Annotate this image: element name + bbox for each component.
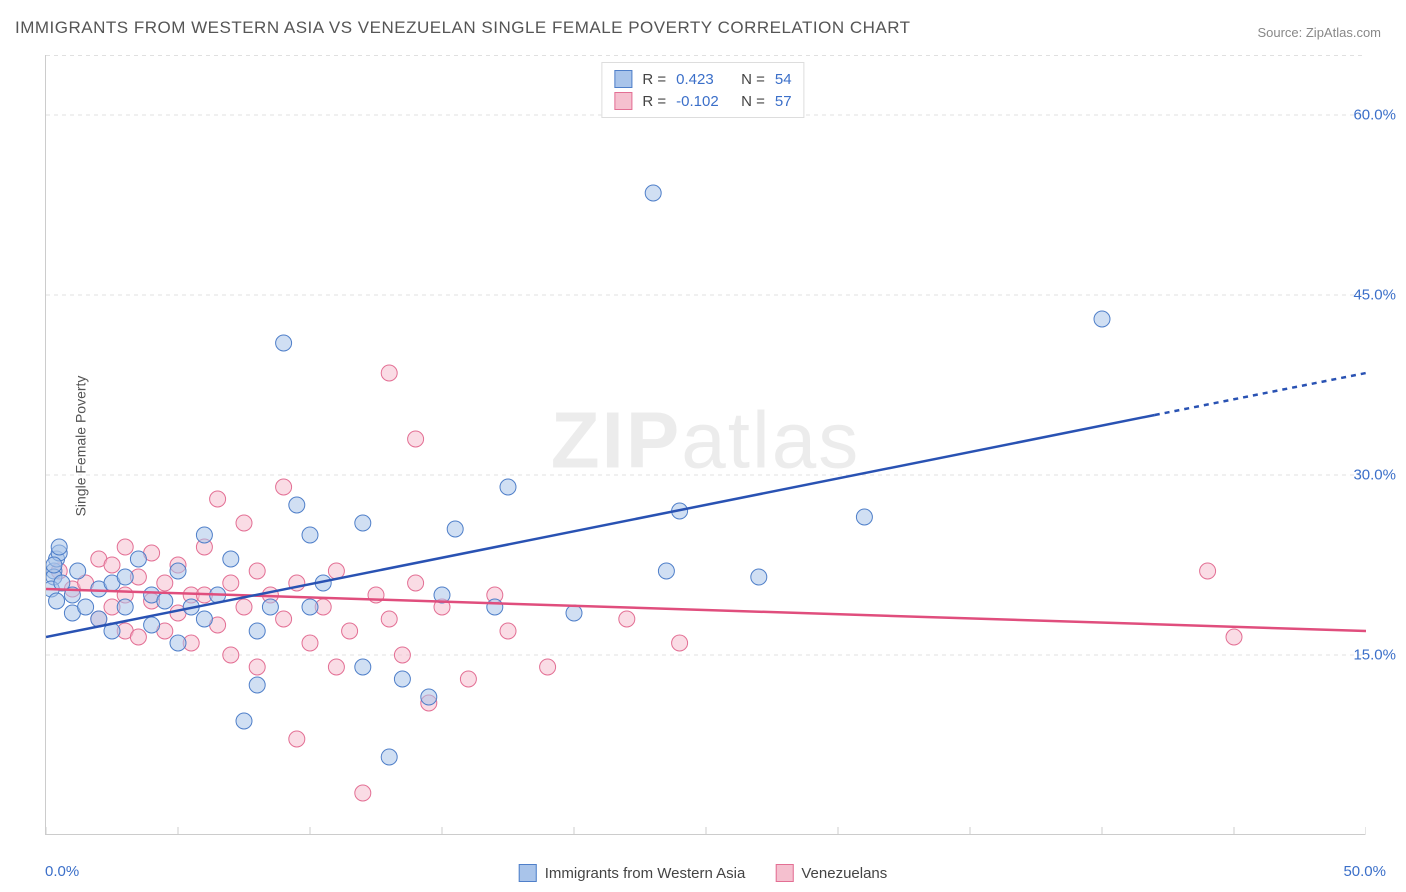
- legend-swatch-pink: [775, 864, 793, 882]
- n-value: 57: [775, 93, 792, 110]
- series-legend: Immigrants from Western Asia Venezuelans: [519, 864, 888, 882]
- y-tick-label: 15.0%: [1353, 647, 1396, 664]
- scatter-svg: [46, 55, 1366, 835]
- n-label: N =: [741, 93, 765, 110]
- x-tick-max: 50.0%: [1343, 863, 1386, 880]
- legend-item-pink: Venezuelans: [775, 864, 887, 882]
- legend-item-blue: Immigrants from Western Asia: [519, 864, 746, 882]
- r-value: 0.423: [676, 71, 731, 88]
- chart-title: IMMIGRANTS FROM WESTERN ASIA VS VENEZUEL…: [15, 18, 911, 38]
- y-tick-label: 60.0%: [1353, 107, 1396, 124]
- legend-swatch-pink: [614, 92, 632, 110]
- legend-swatch-blue: [519, 864, 537, 882]
- r-label: R =: [642, 71, 666, 88]
- y-tick-label: 30.0%: [1353, 467, 1396, 484]
- y-tick-label: 45.0%: [1353, 287, 1396, 304]
- plot-area: ZIPatlas: [45, 55, 1365, 835]
- source-attribution: Source: ZipAtlas.com: [1257, 25, 1381, 40]
- legend-swatch-blue: [614, 70, 632, 88]
- r-label: R =: [642, 93, 666, 110]
- r-value: -0.102: [676, 93, 731, 110]
- legend-label: Immigrants from Western Asia: [545, 865, 746, 882]
- legend-row-pink: R = -0.102 N = 57: [614, 90, 791, 112]
- correlation-legend: R = 0.423 N = 54 R = -0.102 N = 57: [601, 62, 804, 118]
- n-label: N =: [741, 71, 765, 88]
- n-value: 54: [775, 71, 792, 88]
- legend-label: Venezuelans: [801, 865, 887, 882]
- legend-row-blue: R = 0.423 N = 54: [614, 68, 791, 90]
- x-tick-min: 0.0%: [45, 863, 79, 880]
